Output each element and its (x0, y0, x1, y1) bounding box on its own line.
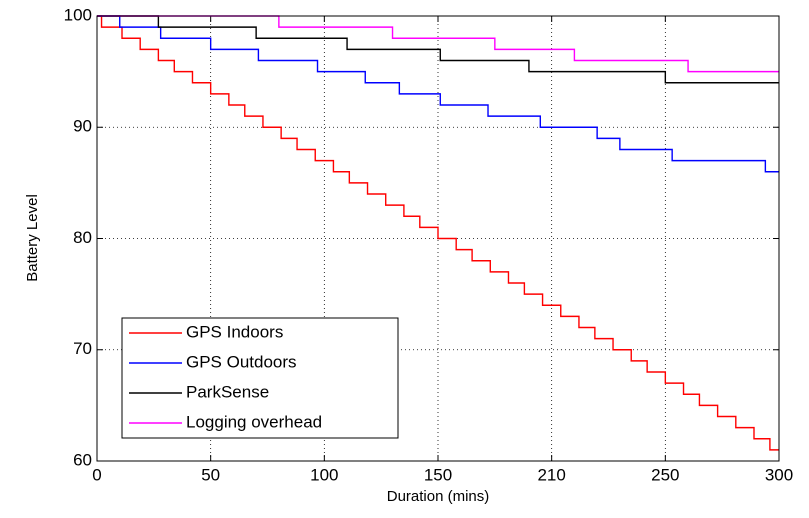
series-line (97, 15, 779, 173)
series-line (97, 15, 779, 84)
x-tick-label: 0 (92, 465, 101, 484)
legend-label: GPS Outdoors (186, 352, 297, 371)
plot-frame (96, 15, 780, 462)
x-tick-label: 210 (537, 465, 565, 484)
series-line (97, 15, 779, 451)
x-tick-label: 300 (765, 465, 793, 484)
legend-label: GPS Indoors (186, 322, 283, 341)
legend-label: ParkSense (186, 382, 269, 401)
y-tick-label: 70 (73, 339, 92, 358)
x-axis-label: Duration (mins) (387, 488, 490, 505)
x-tick-label: 50 (201, 465, 220, 484)
x-tick-label: 250 (651, 465, 679, 484)
y-tick-label: 80 (73, 228, 92, 247)
legend-box (121, 317, 399, 439)
legend-label: Logging overhead (186, 412, 322, 431)
y-tick-label: 60 (73, 450, 92, 469)
x-tick-label: 100 (310, 465, 338, 484)
x-tick-label: 150 (424, 465, 452, 484)
y-tick-label: 100 (64, 5, 92, 24)
y-axis-label: Battery Level (24, 194, 41, 282)
series-line (97, 15, 779, 73)
y-tick-label: 90 (73, 117, 92, 136)
